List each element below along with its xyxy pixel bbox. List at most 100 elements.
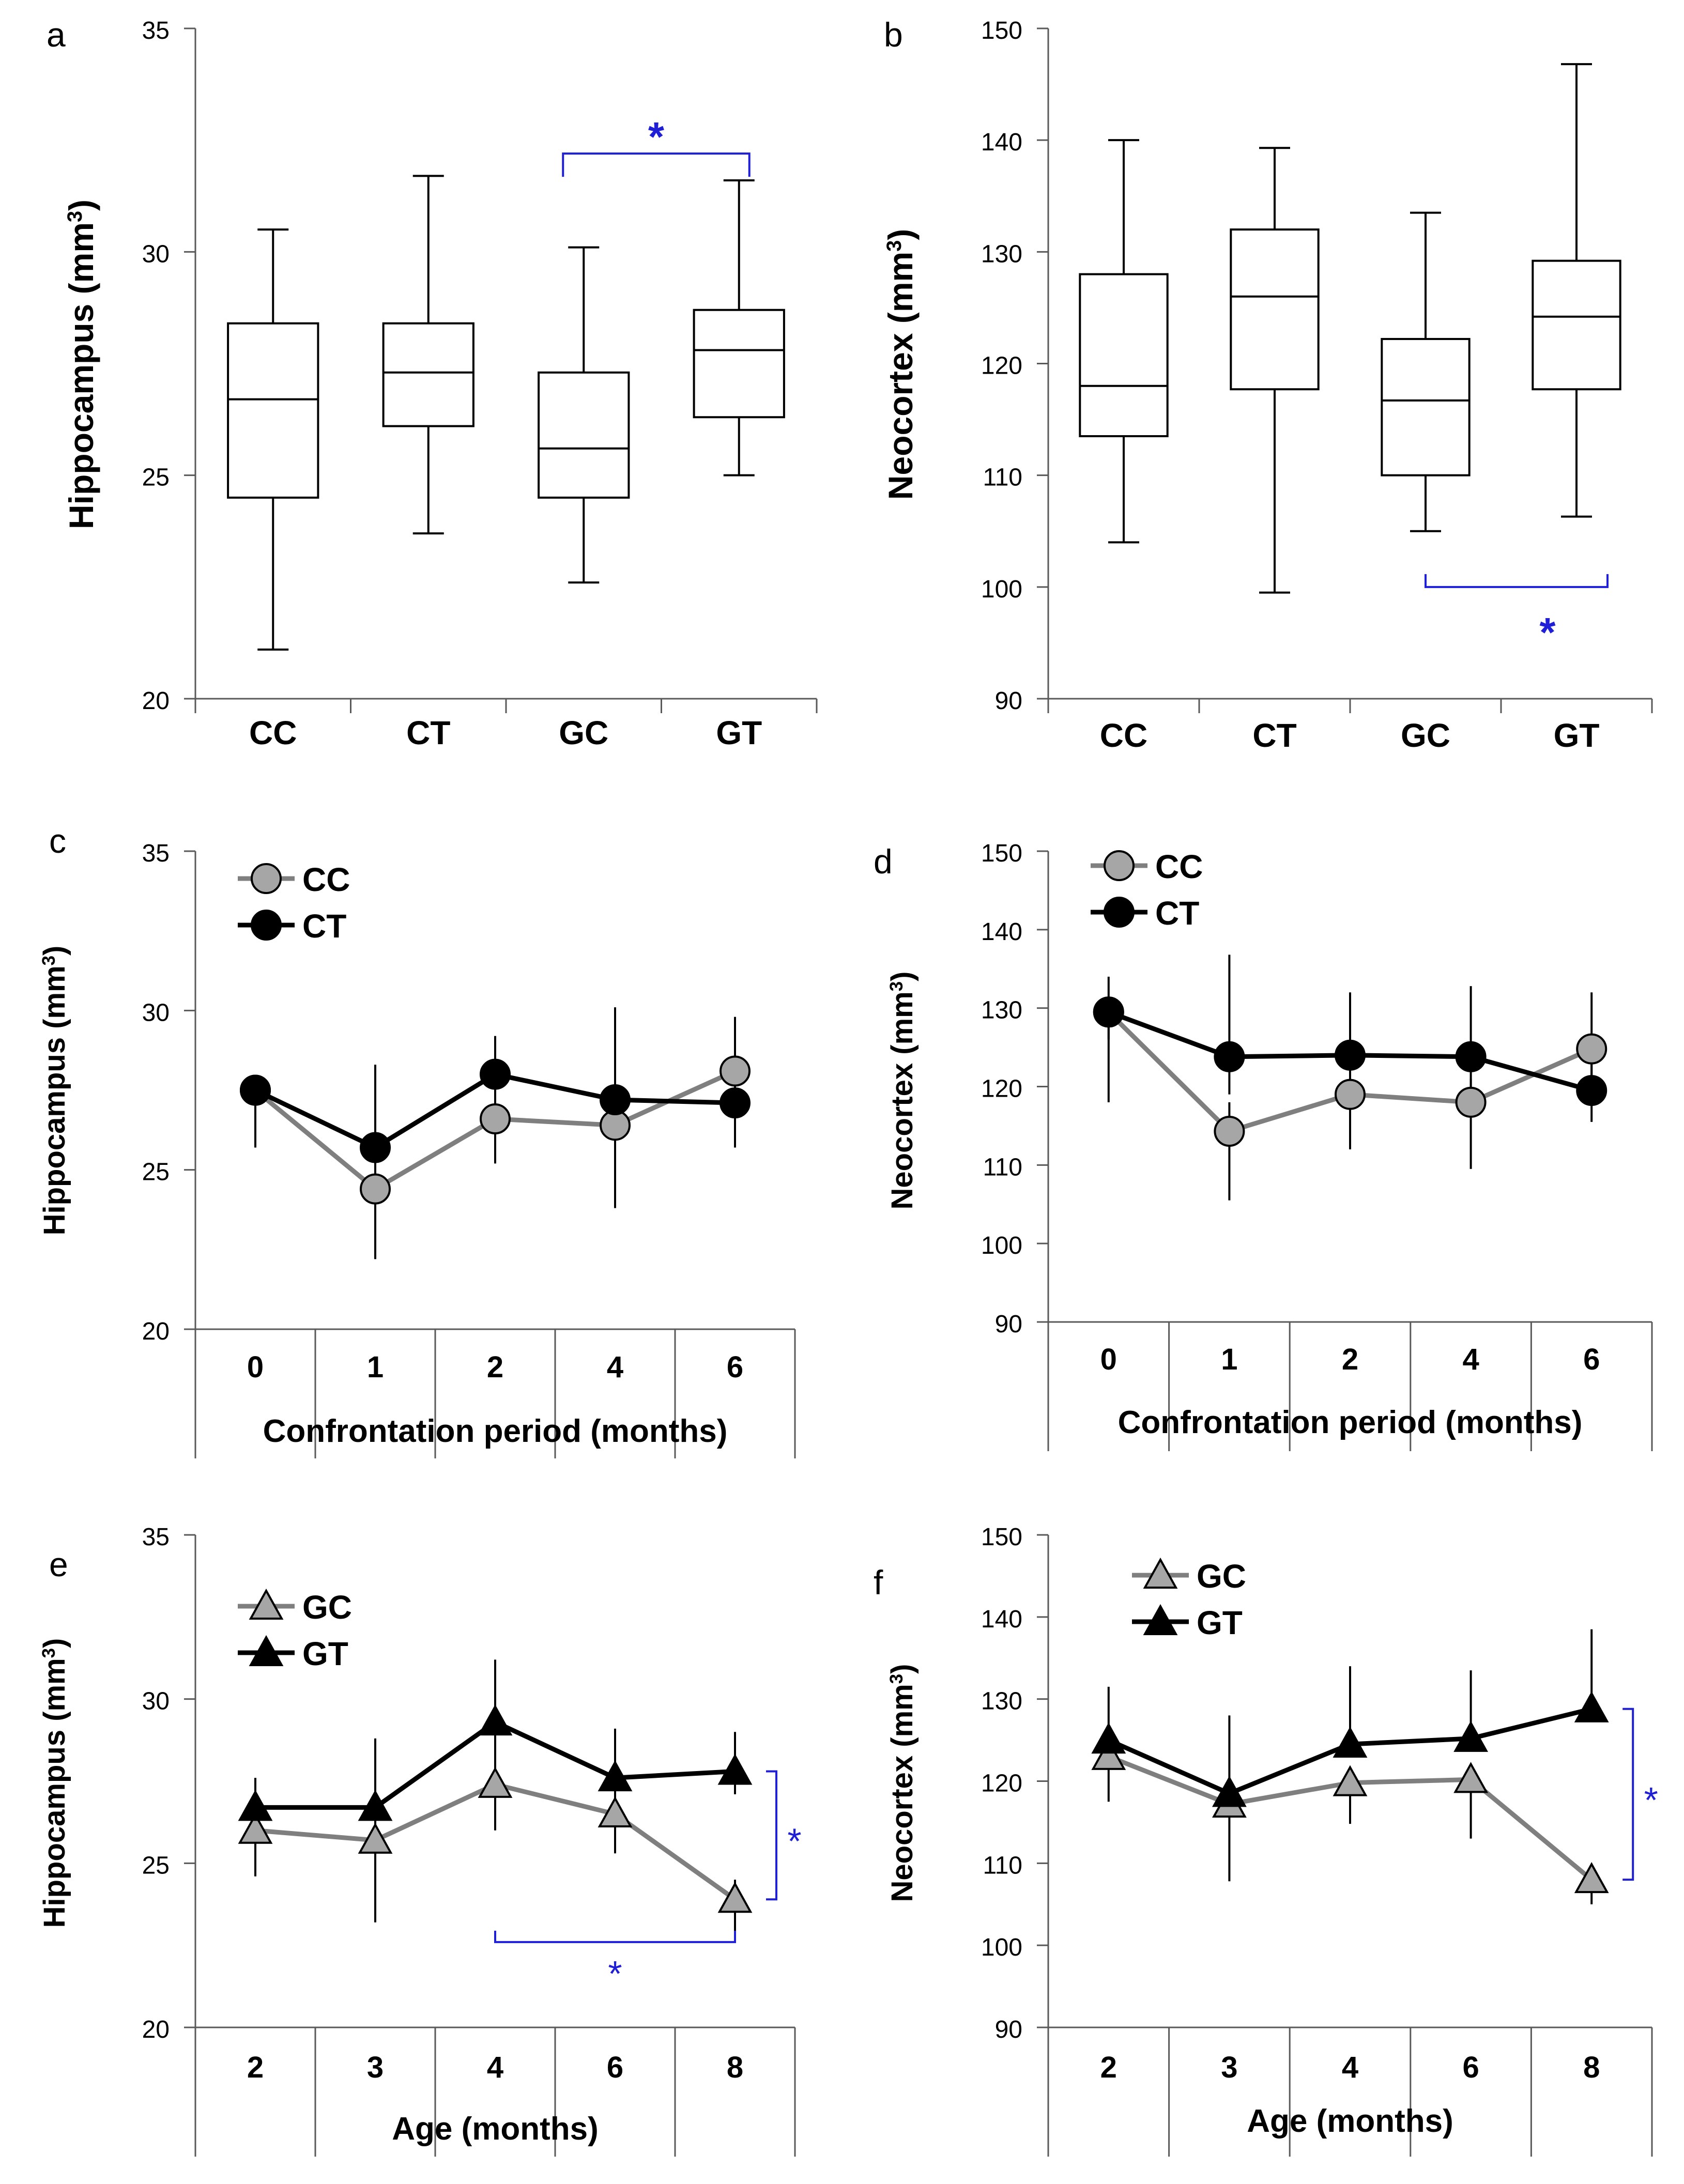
y-tick-label: 25 xyxy=(142,464,170,491)
box-iqr xyxy=(538,371,630,499)
box-iqr xyxy=(227,322,319,499)
y-tick-label: 130 xyxy=(981,997,1022,1024)
significance-bracket: * xyxy=(1622,1708,1658,1881)
legend-label: CC xyxy=(302,861,350,898)
data-point xyxy=(360,1132,391,1163)
legend-label: CT xyxy=(1155,895,1199,932)
box-GT xyxy=(693,179,785,476)
x-category-label: CC xyxy=(249,714,297,751)
box-iqr xyxy=(1532,259,1621,391)
x-category-label: CT xyxy=(1252,717,1296,754)
legend-item-CC: CC xyxy=(238,861,350,898)
bracket-line xyxy=(1622,1708,1634,1881)
significance-star: * xyxy=(1539,609,1556,655)
x-category-label: 2 xyxy=(247,2051,264,2084)
data-point xyxy=(1091,1722,1126,1754)
significance-star: * xyxy=(1644,1780,1658,1820)
box-iqr xyxy=(1230,228,1320,391)
series-points-CT xyxy=(240,1058,751,1163)
panel-c: c 20 25 30 35 0 1 2 4 6 Hippocampus (mm3) Confronta… xyxy=(38,822,796,1458)
data-point xyxy=(1333,1765,1368,1796)
panel-f: f 90 100 110 120 130 140 150 2 3 4 6 8 Neocortex (mm3… xyxy=(874,1524,1658,2157)
x-category-label: 8 xyxy=(727,2051,743,2084)
panel-letter: b xyxy=(884,16,903,54)
data-point xyxy=(478,1704,513,1736)
y-axis-label: Hippocampus (mm3) xyxy=(62,199,100,529)
y-tick-label: 110 xyxy=(983,1153,1022,1181)
data-point xyxy=(1453,1720,1488,1752)
y-tick-label: 30 xyxy=(142,1688,170,1715)
data-point xyxy=(1576,1033,1608,1065)
x-category-label: 4 xyxy=(487,2051,503,2084)
y-tick-label: 90 xyxy=(995,687,1022,715)
panel-letter: d xyxy=(874,842,893,881)
box-CT xyxy=(1230,147,1320,594)
bracket-line xyxy=(1425,574,1609,588)
y-tick-label: 150 xyxy=(981,17,1022,44)
box-CC xyxy=(227,228,319,651)
panel-a: a 20 25 30 35 CC CT GC GT Hippocampus (mm3) * xyxy=(47,16,818,751)
data-point xyxy=(360,1173,391,1205)
data-point xyxy=(719,1087,751,1119)
data-point xyxy=(240,1074,271,1106)
data-point xyxy=(1455,1041,1487,1072)
box-iqr xyxy=(382,322,474,427)
y-tick-label: 140 xyxy=(981,1606,1022,1633)
data-point xyxy=(358,1822,393,1854)
x-category-label: 4 xyxy=(1462,1343,1479,1376)
panel-letter: f xyxy=(874,1563,883,1602)
x-category-label: GC xyxy=(559,714,608,751)
data-point xyxy=(478,1766,513,1798)
data-point xyxy=(1214,1041,1245,1072)
y-tick-label: 20 xyxy=(142,2016,170,2043)
legend-item-GT: GT xyxy=(238,1635,348,1672)
legend-item-CT: CT xyxy=(1091,895,1199,932)
y-tick-label: 100 xyxy=(981,576,1022,603)
x-axis-label: Confrontation period (months) xyxy=(263,1413,728,1449)
panel-b: b 90 100 110 120 130 140 150 CC CT GC GT Neocortex (… xyxy=(881,16,1653,754)
legend-item-GT: GT xyxy=(1132,1604,1243,1641)
data-point xyxy=(1093,996,1124,1028)
y-tick-label: 150 xyxy=(981,1524,1022,1551)
y-tick-label: 100 xyxy=(981,1934,1022,1961)
y-tick-label: 110 xyxy=(983,1852,1022,1879)
x-category-label: 2 xyxy=(1100,2051,1117,2084)
significance-bracket: * xyxy=(1425,574,1609,655)
y-axis-label: Hippocampus (mm3) xyxy=(38,946,71,1236)
x-category-label: 4 xyxy=(1342,2051,1358,2084)
box-iqr xyxy=(1381,337,1471,476)
legend-label: GC xyxy=(302,1589,352,1626)
x-category-label: GC xyxy=(1401,717,1450,754)
series-points-CT xyxy=(1093,996,1608,1106)
data-point xyxy=(1335,1039,1366,1071)
x-category-label: CT xyxy=(406,714,450,751)
box-GC xyxy=(1381,211,1471,532)
y-tick-label: 30 xyxy=(142,240,170,268)
x-category-label: GT xyxy=(1554,717,1600,754)
y-tick-label: 130 xyxy=(981,1688,1022,1715)
data-point xyxy=(358,1790,393,1821)
y-axis-label: Hippocampus (mm3) xyxy=(38,1638,71,1928)
y-tick-label: 35 xyxy=(142,1524,170,1551)
y-tick-label: 90 xyxy=(995,1311,1022,1338)
x-axis-label: Age (months) xyxy=(392,2111,599,2147)
data-point xyxy=(598,1760,633,1792)
y-axis-label: Neocortex (mm3) xyxy=(881,229,920,500)
significance-bracket: * xyxy=(494,1930,736,1994)
y-tick-label: 100 xyxy=(981,1232,1022,1259)
data-point xyxy=(480,1103,511,1134)
legend-item-GC: GC xyxy=(1132,1557,1246,1595)
data-point xyxy=(717,1882,753,1913)
panel-e: e 20 25 30 35 2 3 4 6 8 Hippocampus (mm3) Age (mont… xyxy=(38,1524,802,2157)
x-category-label: 3 xyxy=(367,2051,384,2084)
y-tick-label: 150 xyxy=(981,840,1022,867)
x-category-label: 4 xyxy=(607,1350,623,1384)
panel-letter: a xyxy=(47,16,66,54)
data-point xyxy=(1574,1691,1609,1722)
series-points-GC xyxy=(238,1766,753,1913)
y-tick-label: 30 xyxy=(142,999,170,1026)
y-tick-label: 20 xyxy=(142,687,170,715)
x-category-label: CC xyxy=(1100,717,1147,754)
x-category-label: GT xyxy=(716,714,762,751)
bracket-line xyxy=(766,1770,777,1901)
